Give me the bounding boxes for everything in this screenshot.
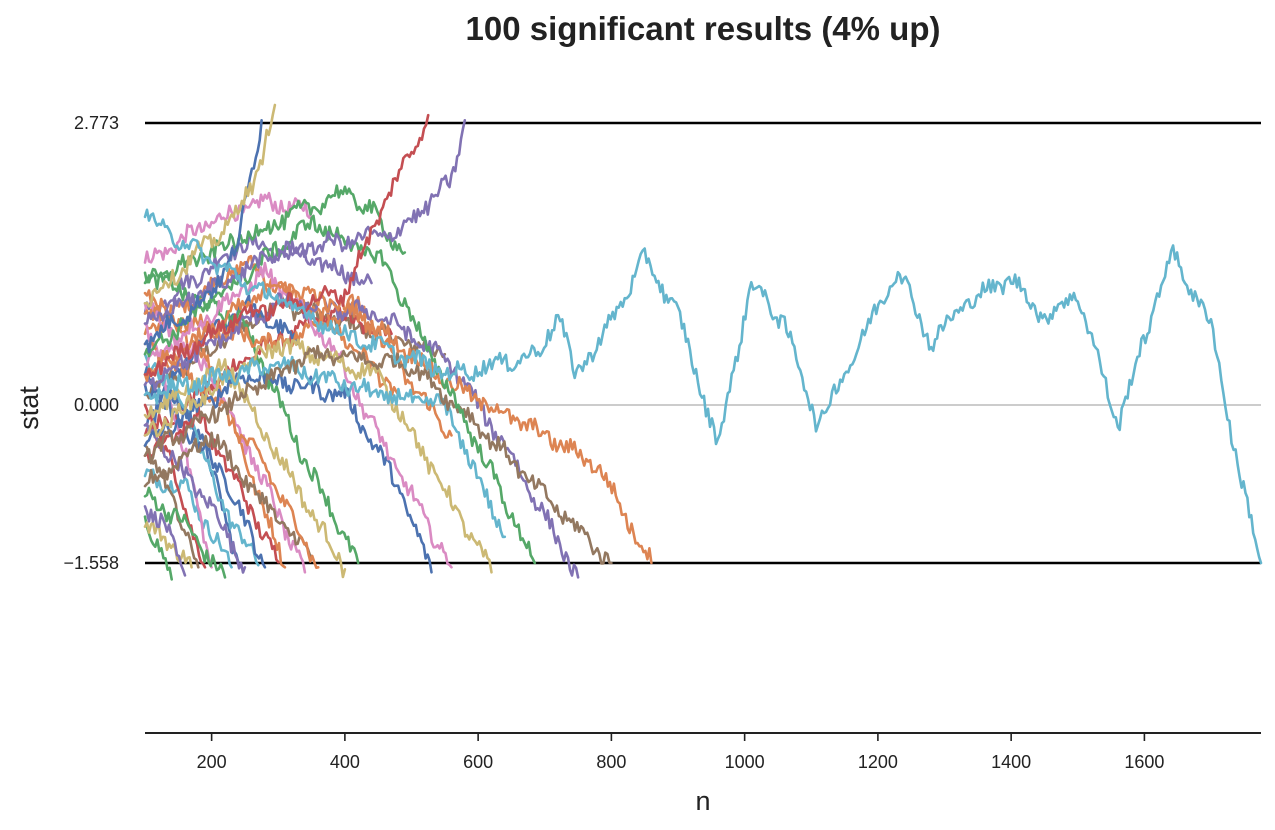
y-tick-label: 2.773 (74, 113, 119, 133)
y-tick-label: −1.558 (63, 553, 119, 573)
series-line (143, 358, 347, 579)
x-tick-label: 1200 (858, 752, 898, 772)
series-line (143, 119, 467, 325)
x-tick-label: 1600 (1124, 752, 1164, 772)
series-line (143, 283, 653, 565)
series-line (143, 103, 277, 308)
series-line (143, 338, 493, 574)
series-line (143, 271, 360, 565)
series-line (143, 214, 537, 565)
chart-title: 100 significant results (4% up) (466, 10, 941, 47)
x-axis-label: n (695, 786, 710, 816)
series-line (143, 486, 227, 579)
series-line (143, 344, 613, 565)
x-tick-label: 1000 (725, 752, 765, 772)
series-line (143, 322, 213, 569)
series-line (143, 371, 433, 574)
x-tick-label: 200 (197, 752, 227, 772)
x-tick-label: 1400 (991, 752, 1031, 772)
series-line (143, 515, 173, 581)
series-line (143, 191, 313, 264)
x-tick-label: 800 (596, 752, 626, 772)
y-tick-label: 0.000 (74, 395, 119, 415)
series-line (143, 208, 1263, 565)
reference-lines (145, 121, 1261, 565)
y-ticks: −1.558 0.000 2.773 (63, 113, 119, 573)
series-line (143, 119, 263, 354)
x-ticks: 200 400 600 800 1000 1200 1400 1600 (197, 733, 1164, 772)
series-line (143, 444, 200, 569)
series-line (143, 431, 313, 559)
series-line (143, 339, 320, 569)
series-line (143, 505, 187, 577)
y-axis-label: stat (14, 386, 44, 430)
x-tick-label: 400 (330, 752, 360, 772)
series-line (143, 232, 373, 315)
x-tick-label: 600 (463, 752, 493, 772)
series-layer (143, 103, 1263, 581)
series-line (143, 468, 233, 569)
